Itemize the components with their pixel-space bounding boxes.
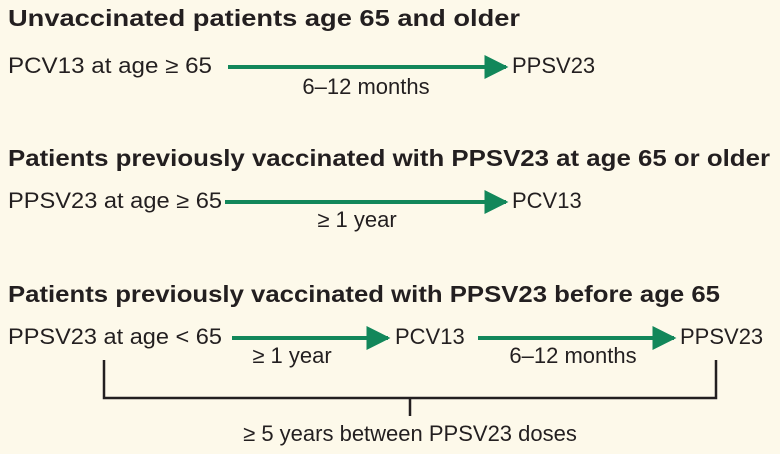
- section-title: Patients previously vaccinated with PPSV…: [8, 145, 770, 171]
- bracket-label: ≥ 5 years between PPSV23 doses: [243, 421, 577, 446]
- interval-label: 6–12 months: [509, 343, 636, 368]
- step-label: PCV13: [512, 188, 582, 213]
- step-label: PCV13 at age ≥ 65: [8, 53, 212, 78]
- step-label: PPSV23 at age < 65: [8, 324, 222, 349]
- interval-label: 6–12 months: [302, 74, 429, 99]
- step-label: PPSV23: [512, 53, 595, 78]
- step-label: PPSV23: [680, 324, 763, 349]
- bracket: [102, 360, 718, 416]
- section-title: Patients previously vaccinated with PPSV…: [8, 281, 720, 307]
- step-label: PCV13: [395, 324, 465, 349]
- section-title: Unvaccinated patients age 65 and older: [8, 5, 520, 31]
- interval-label: ≥ 1 year: [252, 343, 331, 368]
- interval-label: ≥ 1 year: [317, 207, 396, 232]
- step-label: PPSV23 at age ≥ 65: [8, 188, 222, 213]
